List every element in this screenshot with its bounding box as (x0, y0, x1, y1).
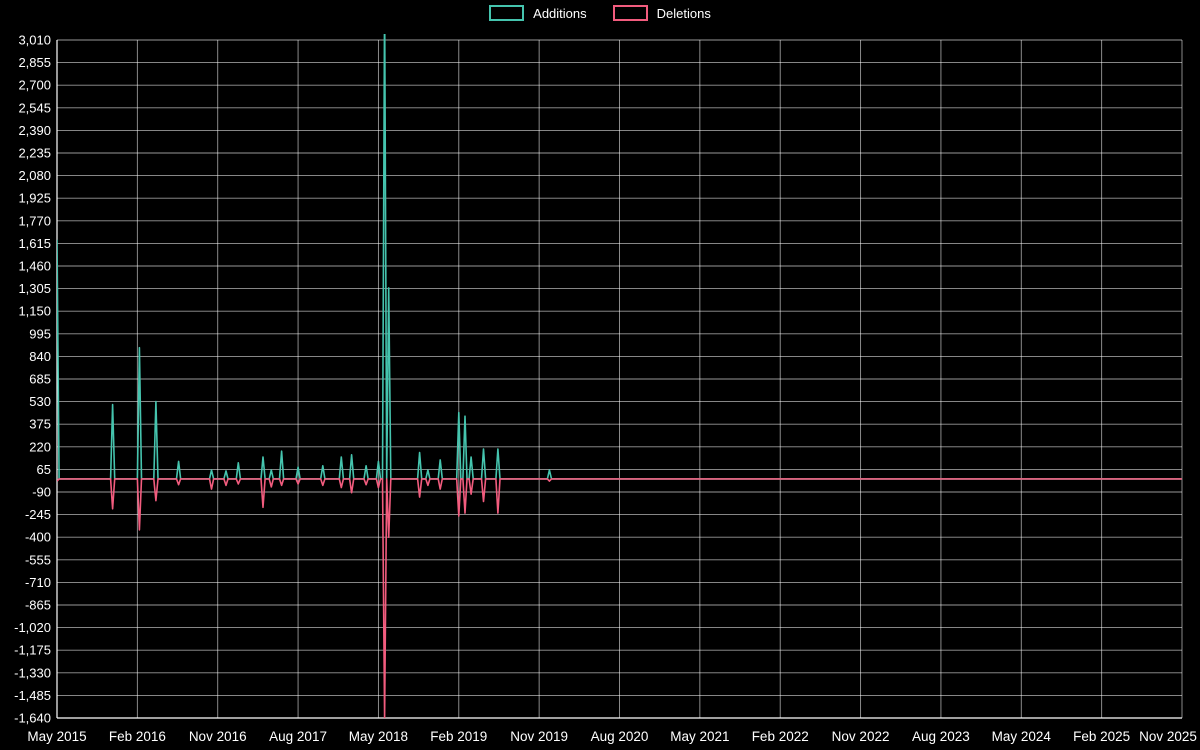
y-tick-label: 2,235 (18, 146, 51, 161)
x-tick-label: Feb 2016 (109, 729, 166, 744)
y-tick-label: -1,640 (14, 711, 51, 726)
x-tick-label: May 2015 (27, 729, 86, 744)
y-tick-label: -1,175 (14, 643, 51, 658)
y-tick-label: -1,330 (14, 665, 51, 680)
y-tick-label: 2,545 (18, 100, 51, 115)
y-tick-label: -1,485 (14, 688, 51, 703)
x-tick-label: May 2018 (349, 729, 408, 744)
y-tick-label: 1,770 (18, 213, 51, 228)
gridlines (56, 39, 1183, 719)
deletions-line (57, 478, 1182, 718)
x-tick-label: Feb 2022 (752, 729, 809, 744)
deletions-swatch-icon (612, 5, 648, 21)
x-tick-label: Feb 2025 (1073, 729, 1130, 744)
x-tick-label: Nov 2019 (510, 729, 568, 744)
y-tick-label: 1,305 (18, 281, 51, 296)
y-tick-label: -710 (25, 575, 51, 590)
y-tick-label: 1,615 (18, 236, 51, 251)
y-tick-label: 3,010 (18, 33, 51, 48)
y-tick-label: 530 (29, 394, 51, 409)
y-tick-label: 2,390 (18, 123, 51, 138)
legend-label-deletions: Deletions (656, 5, 711, 21)
x-tick-label: May 2021 (670, 729, 729, 744)
y-tick-label: 1,460 (18, 259, 51, 274)
x-tick-label: Feb 2019 (430, 729, 487, 744)
y-tick-label: -1,020 (14, 620, 51, 635)
y-tick-label: 685 (29, 372, 51, 387)
legend-label-additions: Additions (533, 5, 587, 21)
y-tick-label: -90 (32, 485, 51, 500)
y-tick-label: 2,855 (18, 55, 51, 70)
x-tick-label: Nov 2016 (189, 729, 247, 744)
y-tick-label: 840 (29, 349, 51, 364)
y-tick-label: -865 (25, 598, 51, 613)
y-tick-label: 220 (29, 439, 51, 454)
y-tick-label: 375 (29, 417, 51, 432)
additions-swatch-icon (489, 5, 525, 21)
chart-legend: Additions Deletions (0, 5, 1200, 21)
y-tick-label: 1,150 (18, 304, 51, 319)
x-tick-label: Nov 2025 (1139, 729, 1197, 744)
x-tick-label: Aug 2020 (591, 729, 649, 744)
y-tick-label: 65 (37, 462, 51, 477)
y-tick-label: -245 (25, 507, 51, 522)
x-tick-label: Aug 2023 (912, 729, 970, 744)
x-tick-label: Aug 2017 (269, 729, 327, 744)
y-tick-label: 995 (29, 326, 51, 341)
legend-item-deletions[interactable]: Deletions (612, 5, 711, 21)
legend-item-additions[interactable]: Additions (489, 5, 587, 21)
x-tick-label: Nov 2022 (832, 729, 890, 744)
y-tick-label: -400 (25, 530, 51, 545)
x-tick-label: May 2024 (992, 729, 1052, 744)
y-tick-label: 2,080 (18, 168, 51, 183)
y-tick-label: 2,700 (18, 78, 51, 93)
y-tick-label: -555 (25, 552, 51, 567)
y-tick-label: 1,925 (18, 191, 51, 206)
